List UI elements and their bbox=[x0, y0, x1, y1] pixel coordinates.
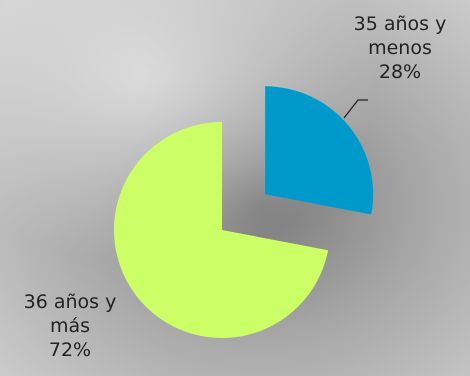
slice-percent-young: 28% bbox=[378, 61, 422, 83]
slice-label-young-line2: menos bbox=[368, 37, 432, 59]
slice-label-old: 36 años y más 72% bbox=[0, 290, 140, 362]
pie-slices bbox=[114, 86, 374, 338]
leader-line-young bbox=[343, 99, 368, 119]
slice-label-young-line1: 35 años y bbox=[353, 13, 447, 35]
slice-label-young: 35 años y menos 28% bbox=[330, 12, 470, 84]
pie-slice-young bbox=[265, 86, 374, 215]
slice-label-old-line1: 36 años y bbox=[23, 291, 117, 313]
pie-slice-old bbox=[114, 122, 329, 338]
slice-label-old-line2: más bbox=[49, 315, 91, 337]
slice-percent-old: 72% bbox=[48, 339, 92, 361]
